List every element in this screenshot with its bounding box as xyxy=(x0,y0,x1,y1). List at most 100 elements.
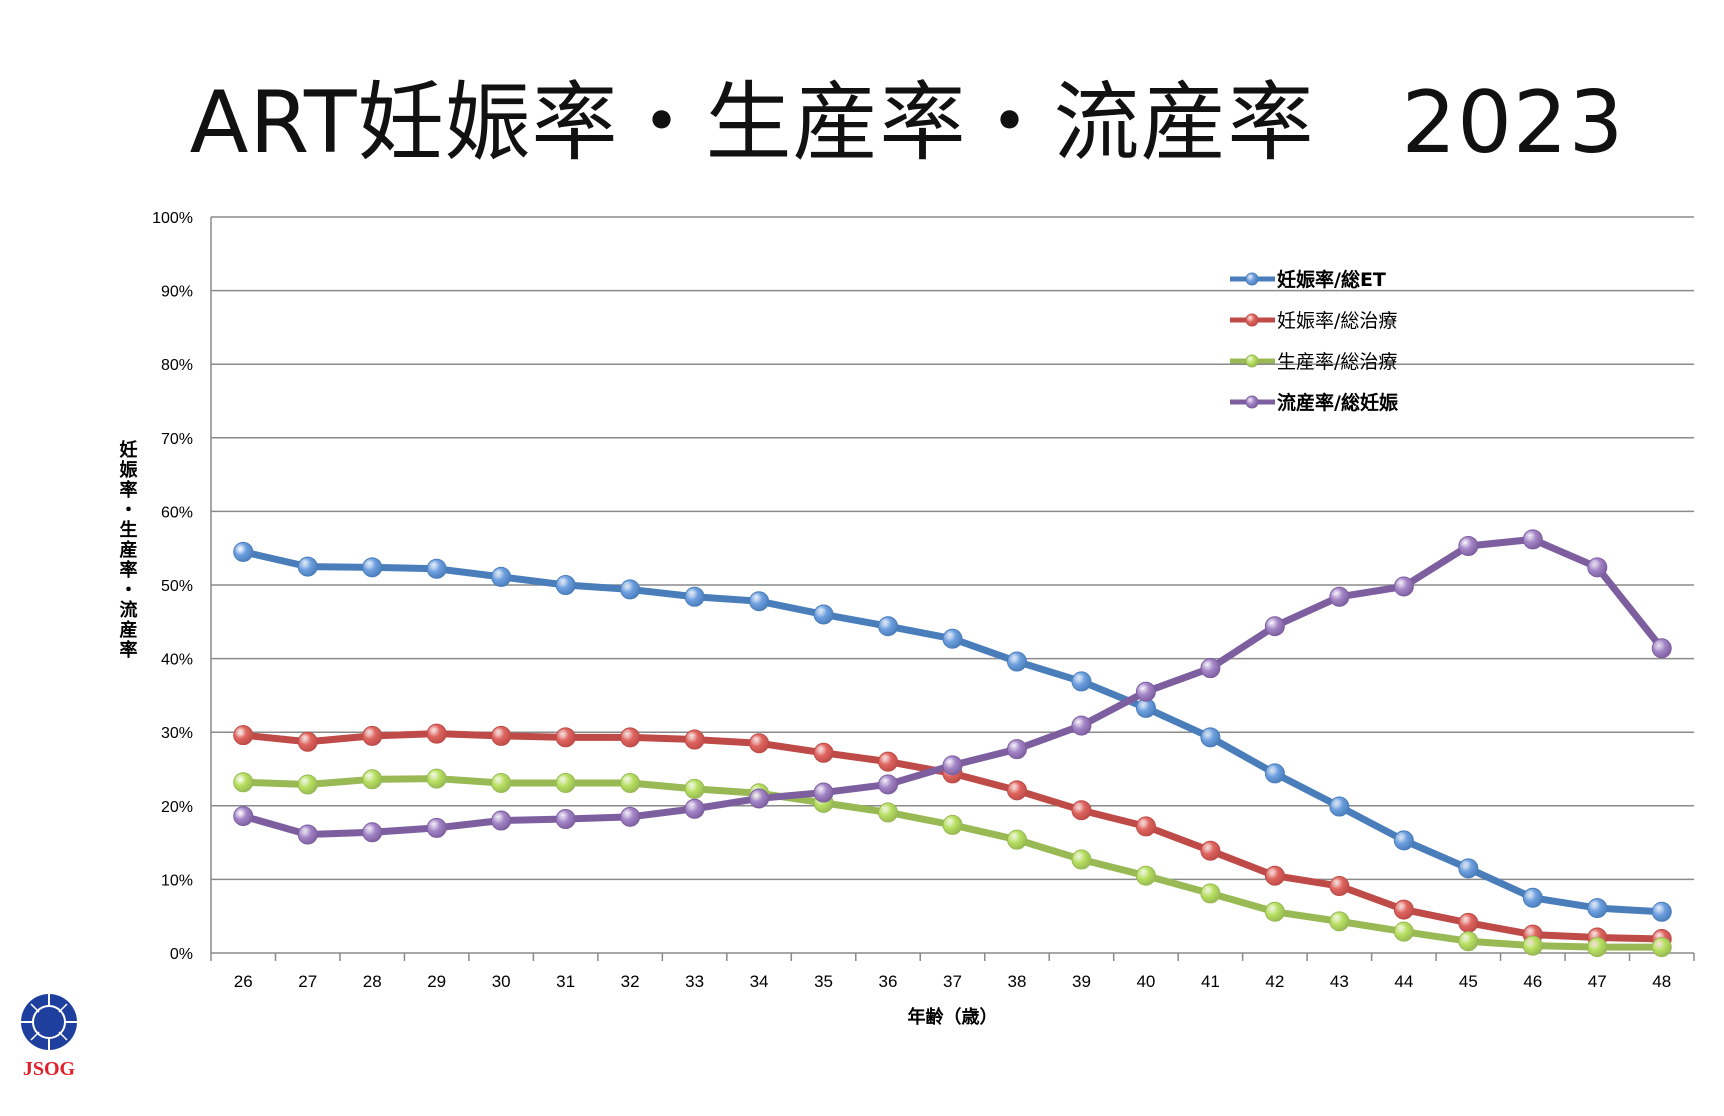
data-point xyxy=(1458,912,1479,933)
x-tick-label: 47 xyxy=(1588,972,1607,991)
data-point xyxy=(684,729,705,750)
data-point xyxy=(620,772,641,793)
x-tick-label: 30 xyxy=(492,972,511,991)
data-point xyxy=(555,772,576,793)
legend-label: 生産率/総治療 xyxy=(1277,351,1397,373)
data-point xyxy=(1651,901,1672,922)
data-point xyxy=(1071,671,1092,692)
y-tick-label: 40% xyxy=(161,652,193,669)
y-tick-label: 30% xyxy=(161,725,193,742)
data-point xyxy=(749,733,770,754)
data-point xyxy=(1264,763,1285,784)
data-point xyxy=(1329,586,1350,607)
y-tick-label: 20% xyxy=(161,799,193,816)
data-point xyxy=(1006,780,1027,801)
data-point xyxy=(1393,576,1414,597)
data-point xyxy=(426,817,447,838)
data-point xyxy=(1264,901,1285,922)
x-tick-label: 29 xyxy=(427,972,446,991)
x-axis-label: 年齢（歳） xyxy=(908,1006,998,1028)
data-point xyxy=(297,774,318,795)
x-tick-label: 48 xyxy=(1652,972,1671,991)
x-tick-label: 28 xyxy=(363,972,382,991)
data-point xyxy=(813,742,834,763)
data-point xyxy=(1393,921,1414,942)
x-tick-label: 42 xyxy=(1265,972,1284,991)
data-point xyxy=(233,806,254,827)
data-point xyxy=(1587,557,1608,578)
x-tick-label: 38 xyxy=(1008,972,1027,991)
data-point xyxy=(1135,865,1156,886)
y-tick-label: 90% xyxy=(161,284,193,301)
legend-label: 流産率/総妊娠 xyxy=(1277,391,1399,414)
data-point xyxy=(620,579,641,600)
jsog-logo: JSOG xyxy=(14,992,84,1081)
legend-marker xyxy=(1245,354,1259,368)
data-point xyxy=(1329,796,1350,817)
data-point xyxy=(1264,865,1285,886)
data-point xyxy=(1200,883,1221,904)
y-axis-label: 妊娠率・生産率・流産率 xyxy=(117,439,138,660)
x-tick-label: 27 xyxy=(298,972,317,991)
y-tick-label: 0% xyxy=(170,946,193,963)
data-point xyxy=(1393,830,1414,851)
y-tick-label: 80% xyxy=(161,357,193,374)
x-tick-label: 32 xyxy=(621,972,640,991)
data-point xyxy=(1135,816,1156,837)
data-point xyxy=(942,755,963,776)
x-tick-label: 41 xyxy=(1201,972,1220,991)
data-point xyxy=(1200,840,1221,861)
data-point xyxy=(426,768,447,789)
data-point xyxy=(749,788,770,809)
data-point xyxy=(555,809,576,830)
data-point xyxy=(1393,899,1414,920)
x-tick-label: 37 xyxy=(943,972,962,991)
data-point xyxy=(1135,681,1156,702)
x-tick-label: 39 xyxy=(1072,972,1091,991)
data-point xyxy=(233,725,254,746)
x-tick-label: 31 xyxy=(556,972,575,991)
data-point xyxy=(749,591,770,612)
chart-title: ART妊娠率・生産率・流産率 2023 xyxy=(189,73,1625,173)
data-point xyxy=(878,774,899,795)
data-point xyxy=(1587,898,1608,919)
data-point xyxy=(362,822,383,843)
data-point xyxy=(491,772,512,793)
data-point xyxy=(1071,715,1092,736)
data-point xyxy=(1329,876,1350,897)
data-point xyxy=(297,731,318,752)
legend-marker xyxy=(1245,272,1259,286)
data-point xyxy=(942,628,963,649)
y-tick-label: 70% xyxy=(161,431,193,448)
legend-marker xyxy=(1245,313,1259,327)
data-point xyxy=(1006,739,1027,760)
y-tick-label: 50% xyxy=(161,578,193,595)
x-tick-label: 45 xyxy=(1459,972,1478,991)
data-point xyxy=(1071,800,1092,821)
data-point xyxy=(233,772,254,793)
data-point xyxy=(1006,829,1027,850)
data-point xyxy=(297,824,318,845)
data-point xyxy=(1651,638,1672,659)
data-point xyxy=(878,616,899,637)
data-point xyxy=(942,814,963,835)
x-tick-label: 36 xyxy=(879,972,898,991)
logo-text: JSOG xyxy=(22,1058,76,1080)
data-point xyxy=(684,586,705,607)
data-point xyxy=(297,556,318,577)
x-tick-label: 34 xyxy=(750,972,769,991)
data-point xyxy=(426,558,447,579)
data-point xyxy=(555,727,576,748)
data-point xyxy=(491,810,512,831)
x-tick-label: 43 xyxy=(1330,972,1349,991)
data-point xyxy=(362,769,383,790)
data-point xyxy=(1522,529,1543,550)
y-tick-label: 60% xyxy=(161,504,193,521)
data-point xyxy=(1329,911,1350,932)
x-tick-label: 40 xyxy=(1136,972,1155,991)
x-tick-label: 26 xyxy=(234,972,253,991)
legend-marker xyxy=(1245,395,1259,409)
data-point xyxy=(362,557,383,578)
data-point xyxy=(878,802,899,823)
